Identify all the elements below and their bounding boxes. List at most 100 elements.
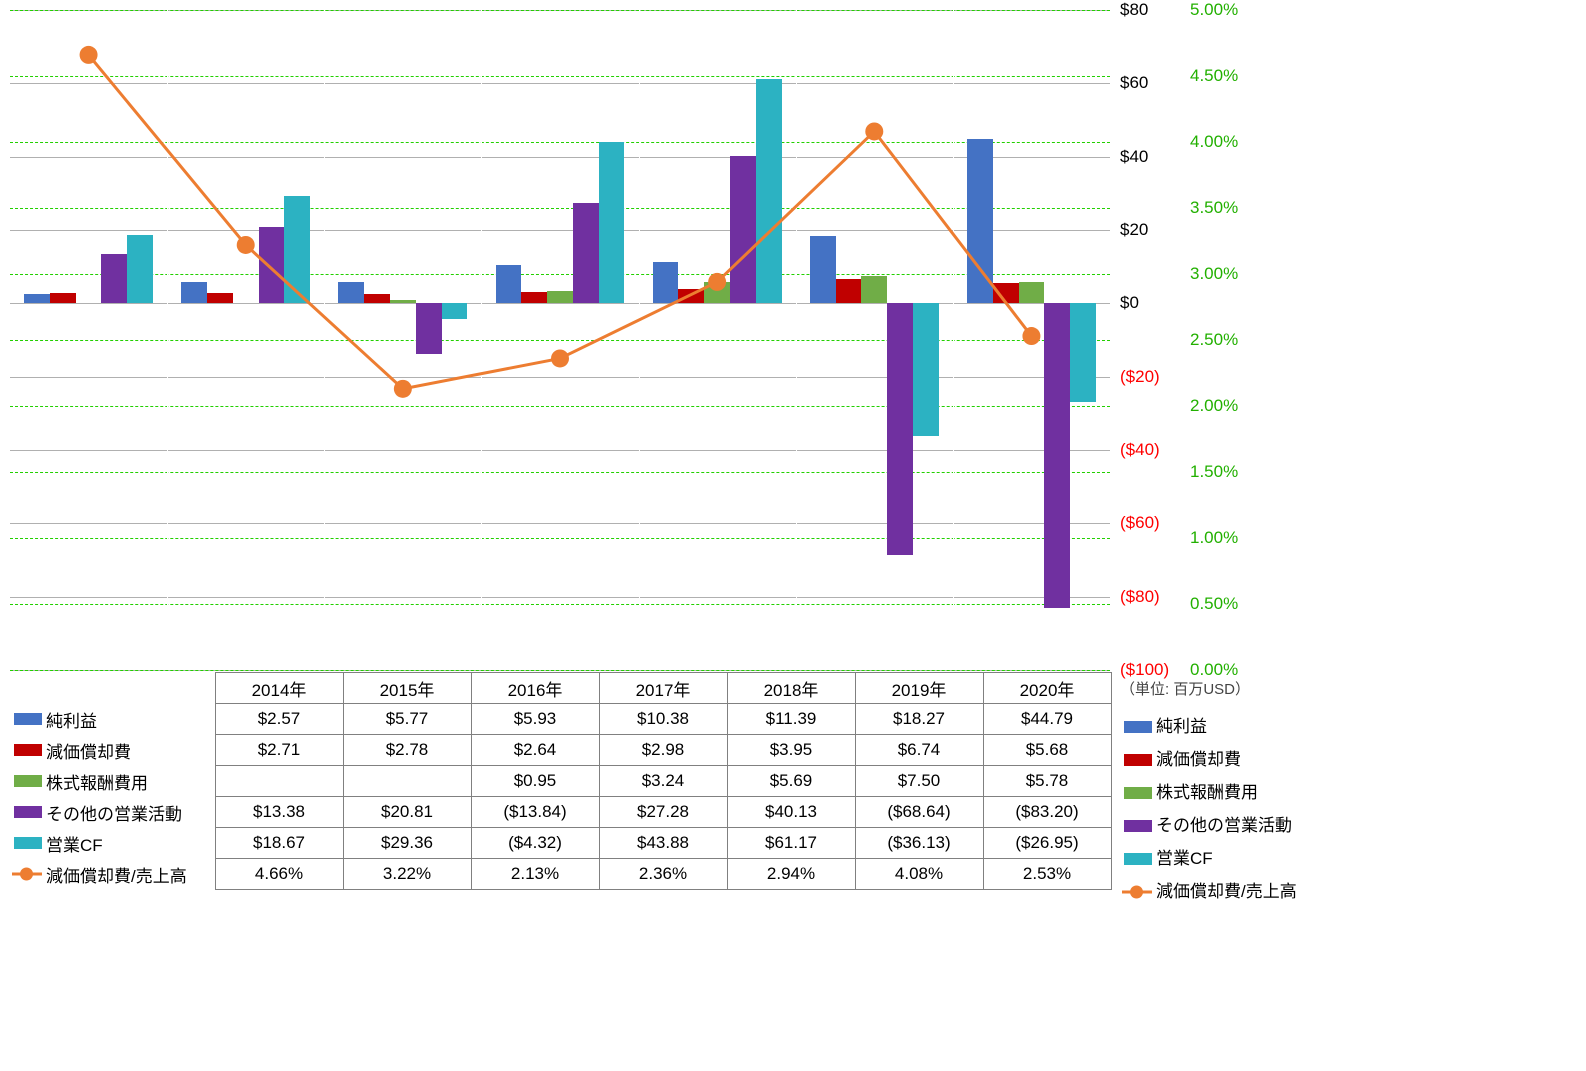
legend-swatch — [14, 806, 42, 818]
secondary-y-tick-label: 0.50% — [1190, 594, 1238, 614]
table-cell: $2.57 — [215, 704, 343, 735]
table-cell: $43.88 — [599, 828, 727, 859]
table-cell: $61.17 — [727, 828, 855, 859]
table-column-header: 2016年 — [471, 673, 599, 704]
secondary-y-tick-label: 3.50% — [1190, 198, 1238, 218]
secondary-y-tick-label: 0.00% — [1190, 660, 1238, 680]
legend-swatch — [14, 744, 42, 756]
bar-depreciation — [993, 283, 1019, 304]
table-column-header: 2019年 — [855, 673, 983, 704]
bar-other_ops — [730, 156, 756, 303]
table-column-header: 2017年 — [599, 673, 727, 704]
gridline-secondary — [10, 340, 1110, 341]
bar-other_ops — [101, 254, 127, 303]
table-cell: $2.78 — [343, 735, 471, 766]
bar-net_income — [810, 236, 836, 303]
table-cell: $18.27 — [855, 704, 983, 735]
table-cell: $20.81 — [343, 797, 471, 828]
table-column-header: 2018年 — [727, 673, 855, 704]
bar-net_income — [181, 282, 207, 303]
table-cell: $29.36 — [343, 828, 471, 859]
series-name: 純利益 — [46, 712, 97, 731]
secondary-y-tick-label: 1.00% — [1190, 528, 1238, 548]
secondary-y-tick-label: 5.00% — [1190, 0, 1238, 20]
table-cell: $5.68 — [983, 735, 1111, 766]
table-cell: $5.77 — [343, 704, 471, 735]
series-name: 株式報酬費用 — [46, 774, 148, 793]
table-cell: $5.78 — [983, 766, 1111, 797]
table-cell — [343, 766, 471, 797]
legend-label: 営業CF — [1156, 849, 1213, 868]
bar-stock_comp — [861, 276, 887, 304]
gridline-secondary — [10, 10, 1110, 11]
bar-op_cf — [599, 142, 625, 303]
plot-area — [10, 10, 1110, 670]
table-cell: $2.64 — [471, 735, 599, 766]
secondary-y-tick-label: 1.50% — [1190, 462, 1238, 482]
gridline-primary — [10, 303, 1110, 304]
unit-label: （単位: 百万USD） — [1120, 678, 1250, 699]
table-cell: $10.38 — [599, 704, 727, 735]
legend-item: その他の営業活動 — [1120, 809, 1297, 842]
bar-op_cf — [913, 303, 939, 435]
gridline-secondary — [10, 274, 1110, 275]
table-row-header: 営業CF — [10, 828, 215, 859]
series-name: その他の営業活動 — [46, 805, 182, 824]
primary-y-tick-label: $60 — [1120, 73, 1148, 93]
series-name: 減価償却費/売上高 — [46, 867, 187, 886]
table-corner-cell — [10, 673, 215, 704]
gridline-secondary — [10, 406, 1110, 407]
table-cell: $2.71 — [215, 735, 343, 766]
legend-label: 純利益 — [1156, 717, 1207, 736]
legend-swatch — [1124, 721, 1152, 733]
bar-other_ops — [1044, 303, 1070, 608]
primary-y-tick-label: $80 — [1120, 0, 1148, 20]
bar-depreciation — [207, 293, 233, 303]
table-row-header: 減価償却費/売上高 — [10, 859, 215, 890]
table-column-header: 2015年 — [343, 673, 471, 704]
table-column-header: 2020年 — [983, 673, 1111, 704]
table-cell: 4.66% — [215, 859, 343, 890]
bar-op_cf — [127, 235, 153, 303]
table-cell: 4.08% — [855, 859, 983, 890]
table-cell — [215, 766, 343, 797]
table-cell: $11.39 — [727, 704, 855, 735]
bar-op_cf — [442, 303, 468, 319]
secondary-y-tick-label: 2.50% — [1190, 330, 1238, 350]
bar-op_cf — [756, 79, 782, 303]
bar-other_ops — [416, 303, 442, 354]
legend-swatch — [1124, 853, 1152, 865]
table-row-header: その他の営業活動 — [10, 797, 215, 828]
legend-item: 営業CF — [1120, 842, 1297, 875]
gridline-secondary — [10, 208, 1110, 209]
table-cell: $5.93 — [471, 704, 599, 735]
table-cell: 3.22% — [343, 859, 471, 890]
table-cell: $5.69 — [727, 766, 855, 797]
primary-y-tick-label: $20 — [1120, 220, 1148, 240]
table-cell: $40.13 — [727, 797, 855, 828]
table-cell: $0.95 — [471, 766, 599, 797]
bar-stock_comp — [547, 291, 573, 303]
bar-net_income — [967, 139, 993, 303]
table-cell: ($4.32) — [471, 828, 599, 859]
legend-swatch — [1124, 787, 1152, 799]
gridline-secondary — [10, 472, 1110, 473]
gridline-secondary — [10, 76, 1110, 77]
table-cell: 2.36% — [599, 859, 727, 890]
table-cell: $3.95 — [727, 735, 855, 766]
table-cell: $44.79 — [983, 704, 1111, 735]
bar-depreciation — [836, 279, 862, 304]
gridline-primary — [10, 83, 1110, 84]
legend-marker-icon — [1130, 885, 1143, 898]
legend-label: 減価償却費 — [1156, 750, 1241, 769]
table-row-header: 減価償却費 — [10, 735, 215, 766]
table-cell: $3.24 — [599, 766, 727, 797]
legend-item: 減価償却費 — [1120, 743, 1297, 776]
legend-swatch — [14, 713, 42, 725]
table-row-header: 株式報酬費用 — [10, 766, 215, 797]
secondary-y-tick-label: 2.00% — [1190, 396, 1238, 416]
gridline-primary — [10, 157, 1110, 158]
primary-y-tick-label: ($80) — [1120, 587, 1160, 607]
primary-y-tick-label: ($60) — [1120, 513, 1160, 533]
table-cell: ($68.64) — [855, 797, 983, 828]
